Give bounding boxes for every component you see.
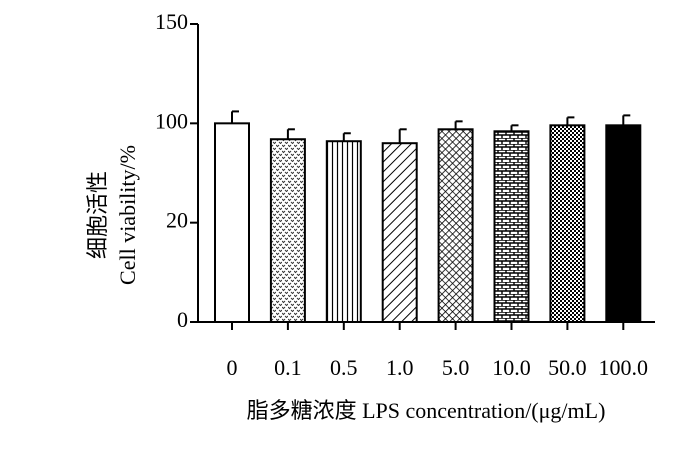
x-tick-label: 100.0 — [599, 355, 649, 380]
bar — [605, 124, 642, 323]
x-tick-label: 0.5 — [330, 355, 358, 380]
x-axis-label: 脂多糖浓度 LPS concentration/(μg/mL) — [247, 398, 606, 423]
bar — [381, 142, 418, 323]
x-tick-label: 5.0 — [442, 355, 470, 380]
x-tick-label: 10.0 — [492, 355, 531, 380]
bar — [549, 124, 586, 323]
y-tick-label: 150 — [155, 9, 188, 34]
bar — [437, 128, 474, 323]
bar — [214, 122, 250, 324]
y-tick-label: 0 — [177, 307, 188, 332]
y-tick-label: 100 — [155, 108, 188, 133]
y-axis-label: 细胞活性 — [85, 171, 110, 259]
bar — [493, 130, 530, 323]
x-tick-label: 0.1 — [274, 355, 302, 380]
x-tick-label: 0 — [227, 355, 238, 380]
x-tick-label: 1.0 — [386, 355, 414, 380]
bar — [269, 138, 306, 323]
x-tick-label: 50.0 — [548, 355, 587, 380]
bar — [325, 140, 362, 323]
y-tick-label: 20 — [166, 208, 188, 233]
y-axis-label: Cell viability/% — [115, 145, 140, 285]
